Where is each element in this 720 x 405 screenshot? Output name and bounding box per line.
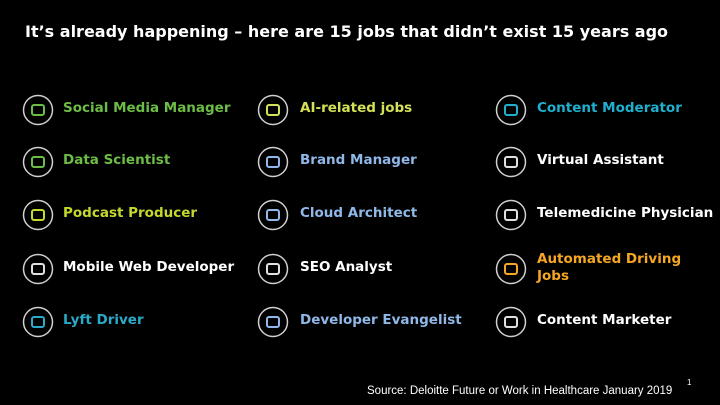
job-label: Cloud Architect [300,205,418,221]
icon-glyph [266,316,280,328]
job-label: Mobile Web Developer [63,259,235,275]
icon-glyph [266,209,280,221]
job-label: SEO Analyst [300,259,393,275]
icon-glyph [504,104,518,116]
job-label: Virtual Assistant [537,152,664,168]
icon-ring [257,199,289,231]
icon-ring [22,199,54,231]
icon-glyph [31,209,45,221]
icon-ring [495,253,527,285]
icon-ring [257,306,289,338]
icon-ring [257,253,289,285]
slide-number: 1 [687,378,692,387]
job-label: Content Marketer [537,312,672,328]
job-icon [495,199,527,231]
job-label: Social Media Manager [63,100,231,116]
icon-ring [495,146,527,178]
icon-ring [22,94,54,126]
job-icon [257,253,289,285]
job-icon [495,253,527,285]
icon-ring [22,253,54,285]
job-label: Telemedicine Physician [537,205,714,221]
icon-glyph [266,156,280,168]
icon-ring [22,146,54,178]
job-label: Podcast Producer [63,205,198,221]
slide-title: It’s already happening – here are 15 job… [25,22,669,41]
icon-glyph [266,263,280,275]
icon-glyph [504,316,518,328]
job-icon [257,94,289,126]
job-icon [257,199,289,231]
icon-glyph [504,209,518,221]
job-icon [22,306,54,338]
icon-ring [495,199,527,231]
job-icon [257,146,289,178]
icon-ring [495,94,527,126]
icon-glyph [504,263,518,275]
icon-ring [495,306,527,338]
icon-ring [22,306,54,338]
source-note: Source: Deloitte Future or Work in Healt… [367,385,673,397]
job-label: Automated Driving Jobs [537,251,682,284]
job-icon [22,199,54,231]
job-label: Developer Evangelist [300,312,462,328]
icon-ring [257,146,289,178]
icon-glyph [31,263,45,275]
job-label: Brand Manager [300,152,417,168]
job-icon [495,94,527,126]
icon-glyph [504,156,518,168]
job-label: Content Moderator [537,100,682,116]
job-icon [495,146,527,178]
job-label: Data Scientist [63,152,171,168]
icon-glyph [31,104,45,116]
job-label: Lyft Driver [63,312,144,328]
icon-ring [257,94,289,126]
job-icon [22,146,54,178]
job-icon [22,94,54,126]
icon-glyph [31,156,45,168]
job-icon [257,306,289,338]
icon-glyph [31,316,45,328]
job-icon [495,306,527,338]
icon-glyph [266,104,280,116]
job-label: AI-related jobs [300,100,413,116]
job-icon [22,253,54,285]
